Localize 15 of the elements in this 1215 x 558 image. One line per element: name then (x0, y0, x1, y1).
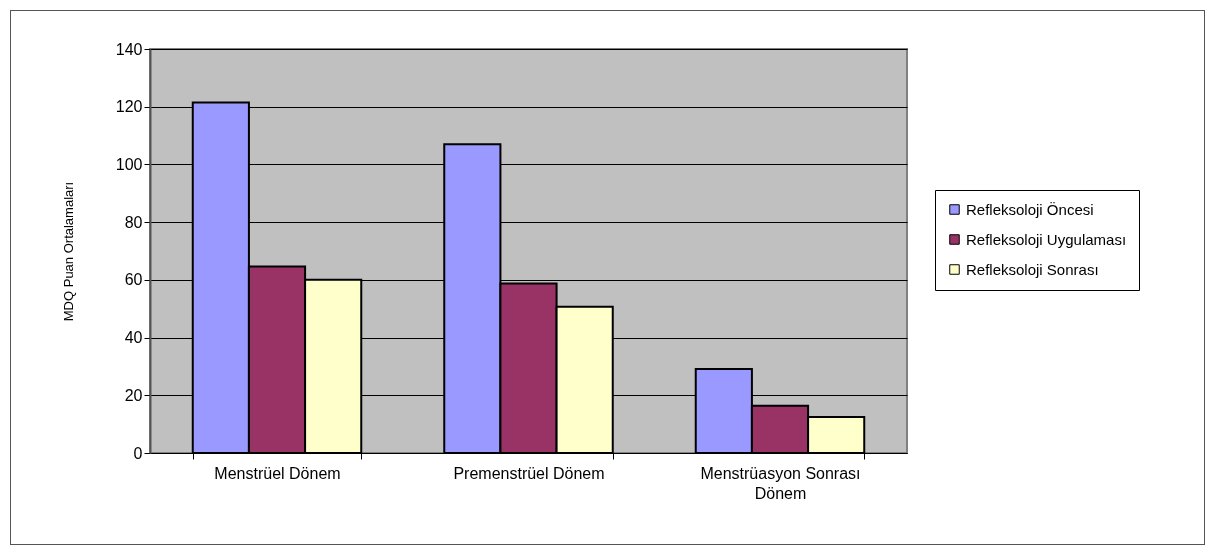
legend-label: Refleksoloji Uygulaması (966, 230, 1127, 248)
x-tick-label: Menstrüasyon Sonrası Dönem (700, 464, 861, 502)
y-tick-label: 20 (124, 386, 143, 404)
x-tick-label: Premenstrüel Dönem (453, 464, 605, 482)
y-tick-label: 120 (115, 98, 143, 116)
y-tick-label: 80 (124, 213, 143, 231)
y-tick-label: 0 (133, 444, 143, 462)
y-axis-title: MDQ Puan Ortalamaları (60, 181, 76, 322)
y-tick-label: 40 (124, 329, 143, 347)
y-tick-label: 100 (115, 155, 143, 173)
y-tick-label: 60 (124, 271, 143, 289)
x-tick-label: Menstrüel Dönem (214, 464, 341, 482)
y-tick-label: 140 (115, 40, 143, 58)
legend-label: Refleksoloji Öncesi (966, 200, 1094, 218)
legend-label: Refleksoloji Sonrası (966, 260, 1099, 278)
